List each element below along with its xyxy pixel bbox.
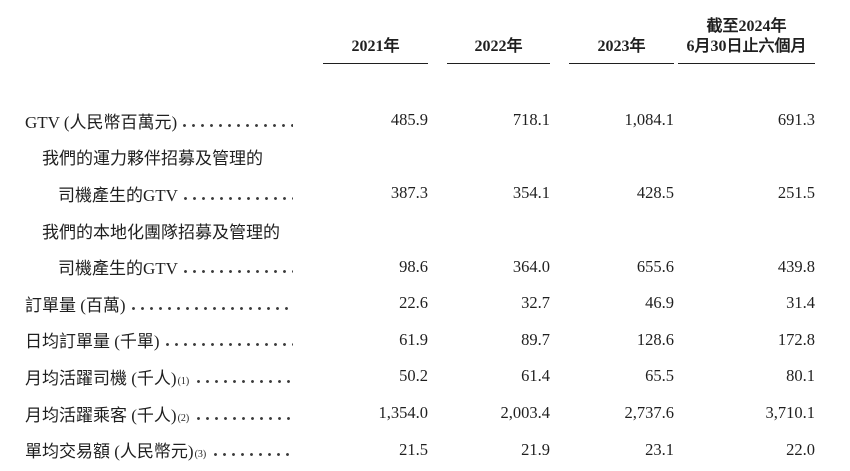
row-label: 我們的本地化團隊招募及管理的 [42,222,280,242]
header-cell-2022: 2022年 [428,37,550,64]
row-label-cell: GTV (人民幣百萬元) [25,108,300,133]
row-label-cell: 月均活躍司機 (千人) (1) [25,364,300,389]
header-cell-2023: 2023年 [550,37,674,64]
row-label: GTV (人民幣百萬元) [25,112,178,132]
row-label-cell: 我們的運力夥伴招募及管理的 [25,144,300,169]
table-row: 我們的運力夥伴招募及管理的 [25,139,815,176]
table-row: 月均活躍司機 (千人) (1) 50.2 61.4 65.5 80.1 [25,358,815,395]
row-label: 月均活躍乘客 (千人) [25,405,177,425]
row-label-cell: 我們的本地化團隊招募及管理的 [25,218,300,243]
row-label: 我們的運力夥伴招募及管理的 [42,149,263,169]
row-label: 司機產生的GTV [58,259,178,279]
value-cell: 2,737.6 [624,403,675,423]
footnote-ref: (1) [177,375,190,387]
dot-leader [183,122,293,128]
row-label-cell: 司機產生的GTV [25,254,300,279]
row-label: 訂單量 (百萬) [25,295,126,315]
value-cell: 172.8 [777,329,815,349]
value-cell: 21.9 [521,439,550,459]
table-row: GTV (人民幣百萬元) 485.9 718.1 1,084.1 691.3 [25,102,815,139]
value-cell: 65.5 [645,366,674,386]
value-cell: 61.9 [399,329,428,349]
value-cell: 50.2 [399,366,428,386]
row-label: 司機產生的GTV [58,185,178,205]
value-cell: 89.7 [521,329,550,349]
value-cell: 3,710.1 [765,403,816,423]
value-cell: 98.6 [399,256,428,276]
value-cell: 2,003.4 [500,403,551,423]
column-header-6m2024: 6月30日止六個月 [678,37,815,64]
value-cell: 251.5 [777,183,815,203]
value-cell: 718.1 [512,110,550,130]
value-cell: 32.7 [521,293,550,313]
column-header-2022: 2022年 [447,37,550,64]
row-label-cell: 日均訂單量 (千單) [25,327,300,352]
value-cell: 354.1 [512,183,550,203]
dot-leader [214,452,293,458]
value-cell: 1,354.0 [378,403,429,423]
footnote-ref: (2) [177,412,190,424]
table-row: 司機產生的GTV 387.3 354.1 428.5 251.5 [25,175,815,212]
value-cell: 387.3 [390,183,428,203]
row-label: 單均交易額 (人民幣元) [25,442,194,462]
header-period-row: 截至2024年 [25,6,815,37]
value-cell: 1,084.1 [624,110,675,130]
dot-leader [197,378,293,384]
table-row: 訂單量 (百萬) 22.6 32.7 46.9 31.4 [25,285,815,322]
value-cell: 22.6 [399,293,428,313]
row-label: 月均活躍司機 (千人) [25,368,177,388]
row-label-cell: 月均活躍乘客 (千人) (2) [25,401,300,426]
value-cell: 31.4 [786,293,815,313]
dot-leader [183,195,293,201]
value-cell: 21.5 [399,439,428,459]
value-cell: 61.4 [521,366,550,386]
column-header-2023: 2023年 [569,37,674,64]
value-cell: 485.9 [390,110,428,130]
row-label-cell: 單均交易額 (人民幣元) (3) [25,437,300,462]
dot-leader [183,269,293,275]
value-cell: 80.1 [786,366,815,386]
table-row: 單均交易額 (人民幣元) (3) 21.5 21.9 23.1 22.0 [25,431,815,468]
period-ended-label: 截至2024年 [706,18,787,35]
value-cell: 22.0 [786,439,815,459]
header-cell-2021: 2021年 [300,37,428,64]
row-label-cell: 訂單量 (百萬) [25,291,300,316]
value-cell: 655.6 [636,256,674,276]
table-row: 月均活躍乘客 (千人) (2) 1,354.0 2,003.4 2,737.6 3,710… [25,395,815,432]
table-row: 我們的本地化團隊招募及管理的 [25,212,815,249]
value-cell: 428.5 [636,183,674,203]
dot-leader [165,342,293,348]
row-label-cell: 司機產生的GTV [25,181,300,206]
table-row: 日均訂單量 (千單) 61.9 89.7 128.6 172.8 [25,322,815,359]
table-body: GTV (人民幣百萬元) 485.9 718.1 1,084.1 691.3 我們的運力夥… [25,102,815,468]
footnote-ref: (3) [194,449,207,461]
column-header-2021: 2021年 [323,37,428,64]
value-cell: 364.0 [512,256,550,276]
table-row: 司機產生的GTV 98.6 364.0 655.6 439.8 [25,248,815,285]
value-cell: 46.9 [645,293,674,313]
header-period-cell: 截至2024年 [674,17,815,37]
header-cell-6m2024: 6月30日止六個月 [674,37,815,64]
value-cell: 128.6 [636,329,674,349]
value-cell: 691.3 [777,110,815,130]
value-cell: 23.1 [645,439,674,459]
dot-leader [131,305,293,311]
header-years-row: 2021年 2022年 2023年 6月30日止六個月 [25,37,815,64]
value-cell: 439.8 [777,256,815,276]
row-label: 日均訂單量 (千單) [25,332,160,352]
header-spacer [25,37,300,64]
dot-leader [197,415,293,421]
